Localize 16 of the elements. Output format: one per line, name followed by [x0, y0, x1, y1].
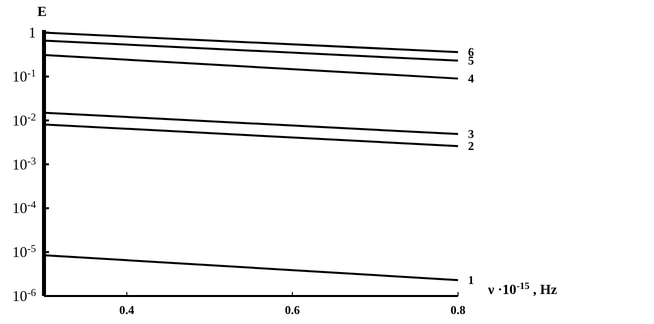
y-tick-label: 1 — [28, 26, 36, 42]
y-axis-title: E — [37, 5, 47, 20]
y-tick-label: 10$^{-3}$ — [12, 156, 36, 174]
x-axis-title: ν ·10$^{-15}$ , Hz — [487, 280, 558, 298]
y-tick-label: 10$^{-1}$ — [12, 68, 36, 86]
series-label: 2 — [468, 139, 474, 154]
x-tick-label: 0.8 — [450, 303, 466, 317]
series-label: 1 — [468, 273, 474, 288]
series-label: 3 — [468, 127, 474, 142]
y-tick-label: 10$^{-4}$ — [12, 200, 37, 218]
y-tick-label: 10$^{-5}$ — [12, 244, 36, 262]
x-tick-label: 0.6 — [284, 303, 300, 317]
y-tick-label: 10$^{-2}$ — [12, 112, 36, 130]
y-tick-label: 10$^{-6}$ — [12, 288, 36, 305]
x-tick-label: 0.4 — [119, 303, 134, 317]
series-label: 4 — [468, 72, 474, 86]
